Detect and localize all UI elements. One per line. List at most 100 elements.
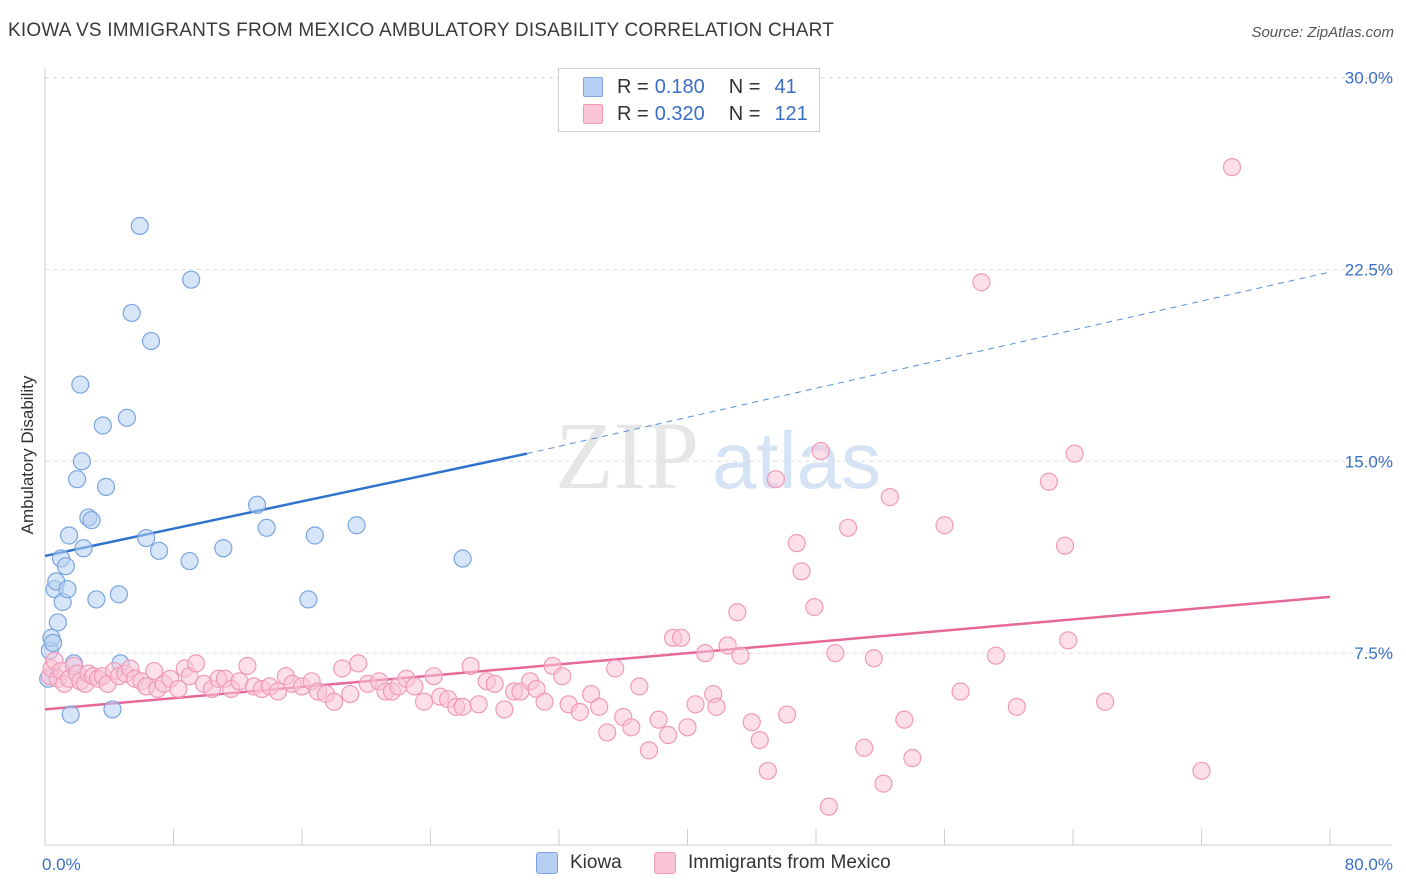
kiowa-point [141,331,161,351]
data-points [39,158,1242,816]
mexico-point [622,718,641,737]
mexico-point [986,646,1006,665]
kiowa-point [117,408,137,427]
legend-item-mexico[interactable]: Immigrants from Mexico [654,852,891,874]
mexico-point [742,713,761,732]
mexico-point [805,598,824,617]
mexico-point [819,797,838,816]
mexico-point [718,636,737,655]
mexico-point [1096,692,1115,711]
legend-label: Kiowa [570,852,622,873]
r-value: 0.320 [654,102,705,125]
kiowa-point [68,470,87,489]
mexico-point [659,725,678,745]
mexico-point [678,718,697,737]
mexico-point [325,692,344,711]
mexico-point [553,667,572,686]
mexico-point [405,677,424,696]
n-value: 41 [774,75,797,98]
mexico-point [758,761,777,780]
mexico-point [639,741,659,760]
y-tick-label: 15.0% [1345,452,1393,471]
kiowa-trend-extension [526,271,1331,455]
mexico-point [864,649,883,668]
y-tick-label: 7.5% [1354,644,1393,663]
mexico-point [485,674,504,693]
mexico-point [1039,472,1059,491]
mexico-point [935,516,954,535]
kiowa-swatch [583,77,603,97]
mexico-point [1059,631,1078,650]
mexico-point [582,684,601,704]
kiowa-point [182,270,201,289]
mexico-point [606,659,625,678]
kiowa-point [247,495,267,514]
mexico-point [728,603,747,622]
mexico-swatch [654,852,676,874]
x-tick-label: 80.0% [1345,855,1393,874]
kiowa-point [257,518,276,537]
kiowa-point [149,541,169,560]
kiowa-point [96,477,116,496]
mexico-point [1065,444,1084,463]
mexico-point [169,679,188,699]
kiowa-point [56,557,75,576]
mexico-point [590,697,609,716]
kiowa-point [59,526,79,545]
kiowa-point [109,585,128,604]
kiowa-point [103,700,122,719]
mexico-point [1192,761,1211,780]
mexico-point [903,748,922,768]
kiowa-point [93,416,112,435]
mexico-point [598,723,617,742]
legend-label: Immigrants from Mexico [688,852,891,873]
mexico-point [874,774,893,793]
kiowa-point [82,511,101,530]
mexico-point [787,534,806,553]
mexico-point [268,682,288,701]
grid-lines [45,77,1392,654]
kiowa-point [71,375,90,394]
y-tick-label: 30.0% [1345,69,1393,88]
mexico-point [750,731,769,750]
mexico-point [731,646,750,665]
mexico-point [495,700,514,719]
legend-item-kiowa[interactable]: Kiowa [536,852,622,874]
kiowa-point [43,633,63,653]
mexico-point [469,695,488,714]
mexico-point [333,659,352,678]
chart-title: KIOWA VS IMMIGRANTS FROM MEXICO AMBULATO… [8,20,835,41]
stats-row-mexico: R = 0.320 N = 121 [583,102,808,126]
kiowa-swatch [536,852,558,874]
mexico-point [145,661,164,681]
mexico-point [349,654,368,673]
mexico-point [707,697,726,716]
mexico-point [238,656,257,676]
mexico-point [453,697,472,716]
mexico-point [839,518,858,537]
mexico-point [880,488,899,507]
mexico-point [570,702,589,722]
mexico-point [630,677,649,696]
n-value: 121 [774,102,808,125]
kiowa-point [74,539,93,558]
mexico-point [1007,697,1026,716]
stats-legend: R = 0.180 N = 41 R = 0.320 N = 121 [558,68,820,132]
mexico-point [855,738,874,757]
tick-labels: 7.5% 15.0% 22.5% 30.0% 0.0% 80.0% [42,69,1393,874]
source-label: Source: ZipAtlas.com [1251,24,1394,41]
mexico-point [649,710,668,729]
mexico-point [777,705,797,724]
x-tick-label: 0.0% [42,855,81,874]
mexico-point [341,684,360,704]
n-label: N = [728,75,761,98]
kiowa-point [305,526,324,545]
mexico-point [972,273,991,292]
mexico-point [811,441,830,461]
kiowa-point [48,613,67,632]
mexico-point [671,628,691,647]
watermark-zip: ZIP [555,402,699,509]
mexico-point [461,656,480,676]
mexico-point [527,679,546,699]
